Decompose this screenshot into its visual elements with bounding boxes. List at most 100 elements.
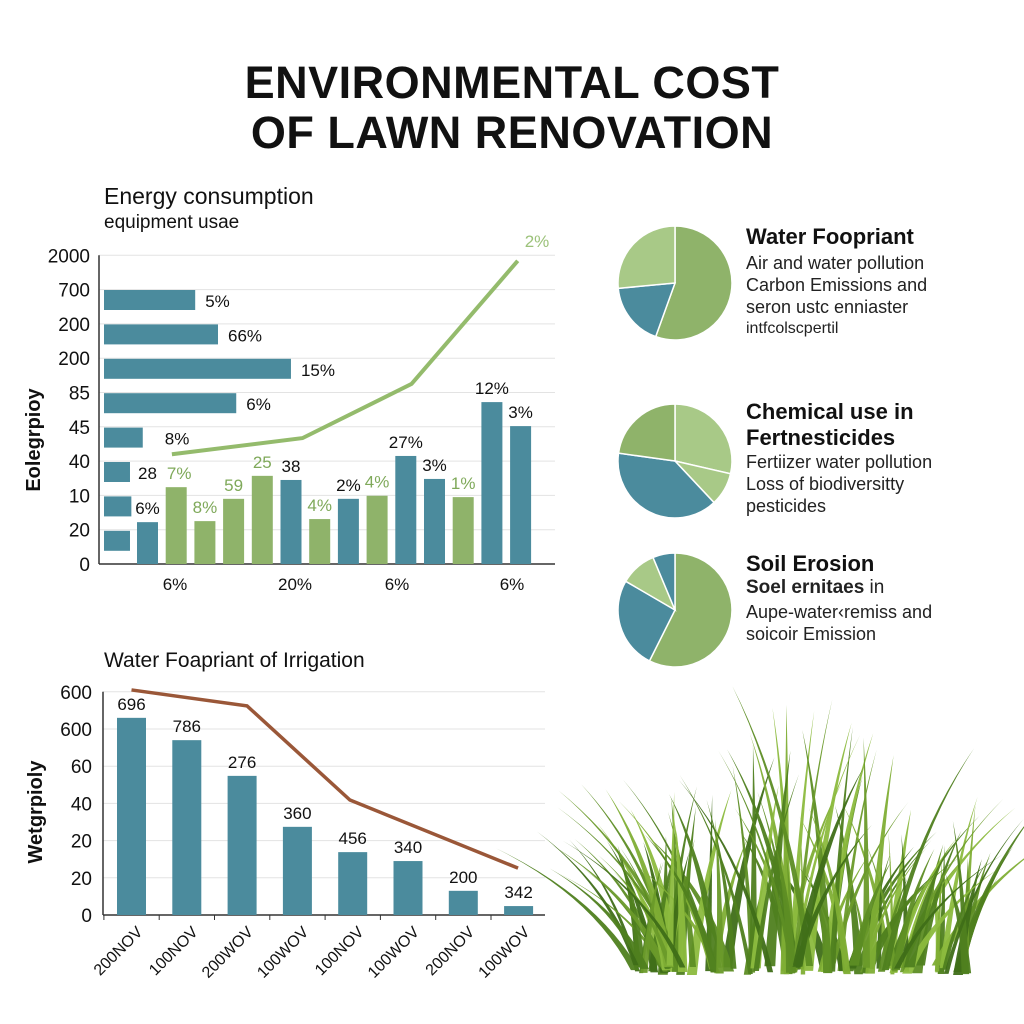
grass-blade bbox=[916, 830, 962, 966]
bar-label: 3% bbox=[508, 403, 533, 422]
y-axis-label: Wetgrpioly bbox=[25, 760, 47, 864]
horizontal-bar bbox=[104, 393, 237, 414]
grass-blade bbox=[618, 800, 715, 970]
grass-blade bbox=[894, 854, 1004, 969]
vertical-bar bbox=[251, 475, 273, 564]
y-tick-label: 2000 bbox=[48, 246, 90, 267]
grass-blade bbox=[678, 779, 774, 973]
grass-blade bbox=[718, 750, 794, 966]
x-tick-label: 100NOV bbox=[312, 924, 368, 980]
grass-blade bbox=[666, 792, 675, 966]
grass-blade bbox=[848, 861, 892, 966]
bar-label: 786 bbox=[173, 717, 201, 736]
y-tick-label: 600 bbox=[60, 720, 92, 741]
bar-label: 66% bbox=[228, 326, 262, 345]
horizontal-bar bbox=[104, 290, 196, 310]
grass-blade bbox=[667, 811, 697, 968]
bar-label: 38 bbox=[282, 457, 301, 476]
grass-blade bbox=[829, 727, 853, 972]
pie1-line: Carbon Emissions and bbox=[746, 275, 928, 295]
grass-blade bbox=[647, 836, 735, 972]
y-tick-label: 200 bbox=[58, 349, 90, 370]
bar-label: 4% bbox=[365, 473, 390, 492]
grass-blade bbox=[889, 837, 958, 973]
vertical-bar bbox=[337, 498, 359, 564]
bar-label: 696 bbox=[117, 695, 145, 714]
x-tick-label: 200WOV bbox=[199, 924, 257, 982]
horizontal-bar bbox=[104, 462, 130, 482]
grass-blade bbox=[679, 775, 753, 974]
x-tick-label: 100NOV bbox=[146, 924, 202, 980]
bar-label: 25 bbox=[253, 453, 272, 472]
vertical-bar bbox=[424, 478, 445, 564]
pie1-line: Air and water pollution bbox=[746, 253, 925, 273]
grass-blade bbox=[753, 774, 799, 971]
y-tick-label: 600 bbox=[60, 683, 92, 704]
x-tick-label: 200NOV bbox=[91, 924, 147, 980]
horizontal-bar bbox=[104, 324, 218, 345]
page-title-line1: ENVIRONMENTAL COST bbox=[244, 57, 780, 108]
bar-label: 200 bbox=[449, 868, 477, 887]
pie3-line: soicoir Emission bbox=[746, 624, 877, 644]
x-tick-label: 200NOV bbox=[423, 924, 479, 980]
water-chart-title: Water Foapriant of Irrigation bbox=[104, 649, 365, 672]
grass-blade bbox=[628, 877, 671, 971]
pie2-title2: Fertnesticides bbox=[746, 425, 896, 450]
grass-blade bbox=[808, 807, 851, 973]
vertical-bar bbox=[223, 498, 245, 564]
bar-label: 340 bbox=[394, 838, 422, 857]
grass-blade bbox=[862, 872, 937, 970]
pie2-line: Loss of biodiversitty bbox=[746, 474, 905, 494]
grass-blade bbox=[788, 710, 815, 970]
trend-line bbox=[171, 259, 520, 457]
grass-blade bbox=[764, 750, 791, 967]
pie2-line: Fertiizer water pollution bbox=[746, 452, 933, 472]
grass-blade bbox=[496, 848, 640, 971]
bar-label: 8% bbox=[165, 430, 190, 449]
vertical-bar bbox=[165, 487, 187, 564]
y-tick-label: 40 bbox=[71, 794, 92, 815]
grass-blade bbox=[732, 765, 756, 973]
grass-blade bbox=[891, 848, 935, 971]
x-tick-label: 6% bbox=[500, 575, 525, 594]
bar-label: 15% bbox=[301, 361, 335, 380]
energy-chart-title: Energy consumption bbox=[104, 183, 314, 209]
bar-label: 8% bbox=[193, 498, 218, 517]
y-tick-label: 0 bbox=[79, 555, 90, 576]
pie3-line: Aupe-water‹remiss and bbox=[746, 602, 933, 622]
grass-illustration bbox=[496, 686, 1024, 975]
bar-label: 456 bbox=[339, 829, 367, 848]
vertical-bar bbox=[280, 479, 302, 564]
horizontal-bar bbox=[104, 496, 132, 517]
energy-chart-subtitle: equipment usae bbox=[104, 212, 240, 233]
pie2-line: pesticides bbox=[746, 496, 827, 516]
bar bbox=[227, 775, 257, 915]
pie-slice bbox=[674, 403, 733, 475]
y-axis-label: Eolegrpioy bbox=[23, 387, 45, 491]
trend-line-label: 2% bbox=[525, 232, 550, 251]
bar-label: 27% bbox=[389, 433, 423, 452]
vertical-bar bbox=[137, 522, 158, 564]
grass-blade bbox=[715, 819, 724, 974]
grass-blade bbox=[706, 799, 737, 969]
bar-label: 59 bbox=[224, 476, 243, 495]
pie-slice bbox=[648, 552, 733, 668]
pie-slice bbox=[652, 552, 676, 611]
bar-label: 6% bbox=[246, 395, 271, 414]
grass-blade bbox=[939, 796, 978, 969]
pie2-title: Chemical use in bbox=[746, 399, 914, 424]
bar-label: 2% bbox=[336, 476, 361, 495]
y-tick-label: 20 bbox=[71, 869, 92, 890]
bar bbox=[172, 740, 202, 915]
grass-blade bbox=[644, 833, 719, 973]
grass-blade bbox=[799, 816, 851, 975]
grass-blade bbox=[774, 839, 797, 973]
pie1-line: seron ustc enniaster bbox=[746, 297, 909, 317]
grass-blade bbox=[802, 729, 833, 974]
bar-label: 276 bbox=[228, 753, 256, 772]
grass-blade bbox=[834, 805, 863, 975]
vertical-bar bbox=[309, 519, 331, 564]
bar-label: 28 bbox=[138, 464, 157, 483]
